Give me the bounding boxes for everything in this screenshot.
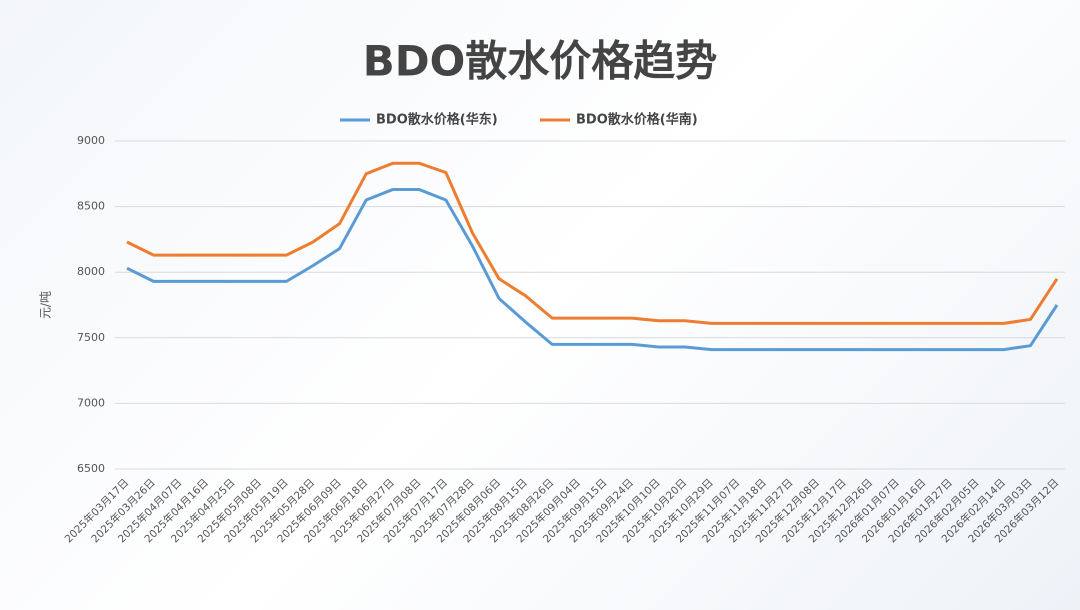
chart-title: BDO散水价格趋势 <box>363 37 718 86</box>
y-tick-label: 8000 <box>77 265 105 278</box>
line-series <box>126 161 1059 325</box>
y-axis-label: 元/吨 <box>39 291 53 319</box>
y-tick-label: 6500 <box>77 462 105 475</box>
y-tick-label: 9000 <box>77 134 105 147</box>
y-tick-label: 7000 <box>77 396 105 409</box>
y-tick-label: 8500 <box>77 200 105 213</box>
y-tick-label: 7500 <box>77 331 105 344</box>
line-series <box>126 188 1059 352</box>
legend-label: BDO散水价格(华南) <box>576 112 698 128</box>
legend-label: BDO散水价格(华东) <box>376 112 498 128</box>
